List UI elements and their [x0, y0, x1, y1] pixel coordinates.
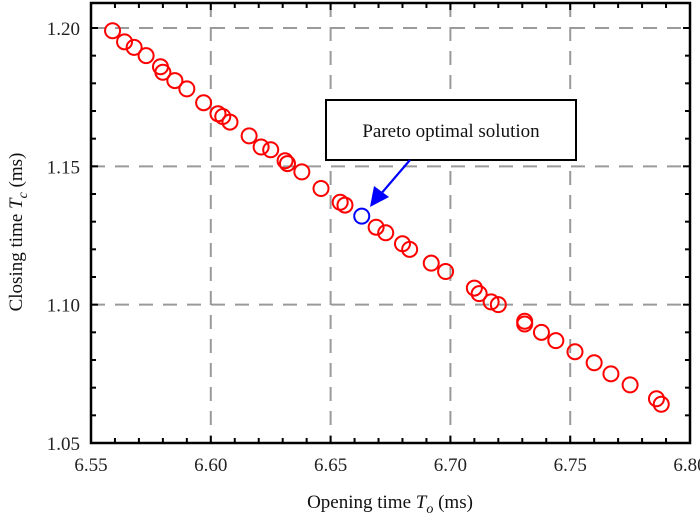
data-point: [336, 196, 354, 214]
data-point: [312, 179, 330, 197]
data-point: [652, 395, 670, 413]
data-point: [465, 279, 483, 297]
x-tick-label: 6.75: [554, 455, 587, 476]
y-axis-label-symbol: T: [6, 197, 27, 209]
x-axis-label-prefix: Opening time: [307, 492, 416, 513]
x-tick-label: 6.65: [314, 455, 347, 476]
data-point: [585, 354, 603, 372]
x-axis-label: Opening time To (ms): [307, 492, 473, 517]
x-axis-label-suffix: (ms): [433, 492, 473, 513]
y-axis-label-prefix: Closing time: [6, 209, 27, 311]
data-point: [437, 262, 455, 280]
data-point: [621, 376, 639, 394]
data-point: [470, 285, 488, 303]
x-tick-label: 6.70: [434, 455, 467, 476]
data-point: [104, 22, 122, 40]
y-tick-label: 1.10: [47, 296, 80, 317]
x-tick-label: 6.80: [673, 455, 700, 476]
data-point: [422, 254, 440, 272]
data-points: [104, 22, 670, 413]
data-point: [566, 343, 584, 361]
data-point: [647, 390, 665, 408]
pareto-optimal-point: [353, 207, 371, 225]
annotation-arrow-line: [379, 159, 411, 196]
data-point: [547, 332, 565, 350]
ticks: [90, 3, 691, 444]
data-point: [377, 224, 395, 242]
axes: [89, 1, 692, 445]
tick-labels: 6.55 6.60 6.65 6.70 6.75 6.80 1.05 1.10 1.15 1.20: [47, 19, 700, 476]
y-axis-label-subscript: c: [16, 191, 31, 198]
x-tick-label: 6.60: [194, 455, 227, 476]
data-point: [293, 163, 311, 181]
data-point: [278, 155, 296, 173]
data-point: [252, 138, 270, 156]
y-axis-label-suffix: (ms): [6, 153, 27, 193]
data-point: [221, 113, 239, 131]
y-axis-label: Closing time Tc (ms): [6, 153, 31, 312]
annotation-arrow-head: [370, 186, 389, 207]
annotation-box: [325, 99, 577, 161]
data-point: [178, 80, 196, 98]
data-point: [154, 63, 172, 81]
data-point: [489, 296, 507, 314]
data-point: [401, 240, 419, 258]
data-point: [516, 315, 534, 333]
data-point: [166, 72, 184, 90]
data-point: [367, 218, 385, 236]
data-point: [602, 365, 620, 383]
x-tick-label: 6.55: [74, 455, 107, 476]
data-point: [116, 33, 134, 51]
annotation-text: Pareto optimal solution: [362, 121, 540, 142]
data-point: [262, 141, 280, 159]
x-axis-label-symbol: T: [416, 492, 428, 513]
data-point: [137, 47, 155, 65]
data-point: [195, 94, 213, 112]
grid: [91, 3, 690, 443]
data-point: [240, 127, 258, 145]
plot-frame: [89, 1, 692, 445]
data-point: [482, 293, 500, 311]
data-point: [125, 38, 143, 56]
annotation: Pareto optimal solution: [325, 99, 577, 207]
y-tick-label: 1.20: [47, 19, 80, 40]
y-tick-label: 1.05: [47, 434, 80, 455]
x-axis-label-subscript: o: [426, 502, 433, 517]
data-point: [276, 152, 294, 170]
y-tick-label: 1.15: [47, 157, 80, 178]
data-point: [532, 323, 550, 341]
